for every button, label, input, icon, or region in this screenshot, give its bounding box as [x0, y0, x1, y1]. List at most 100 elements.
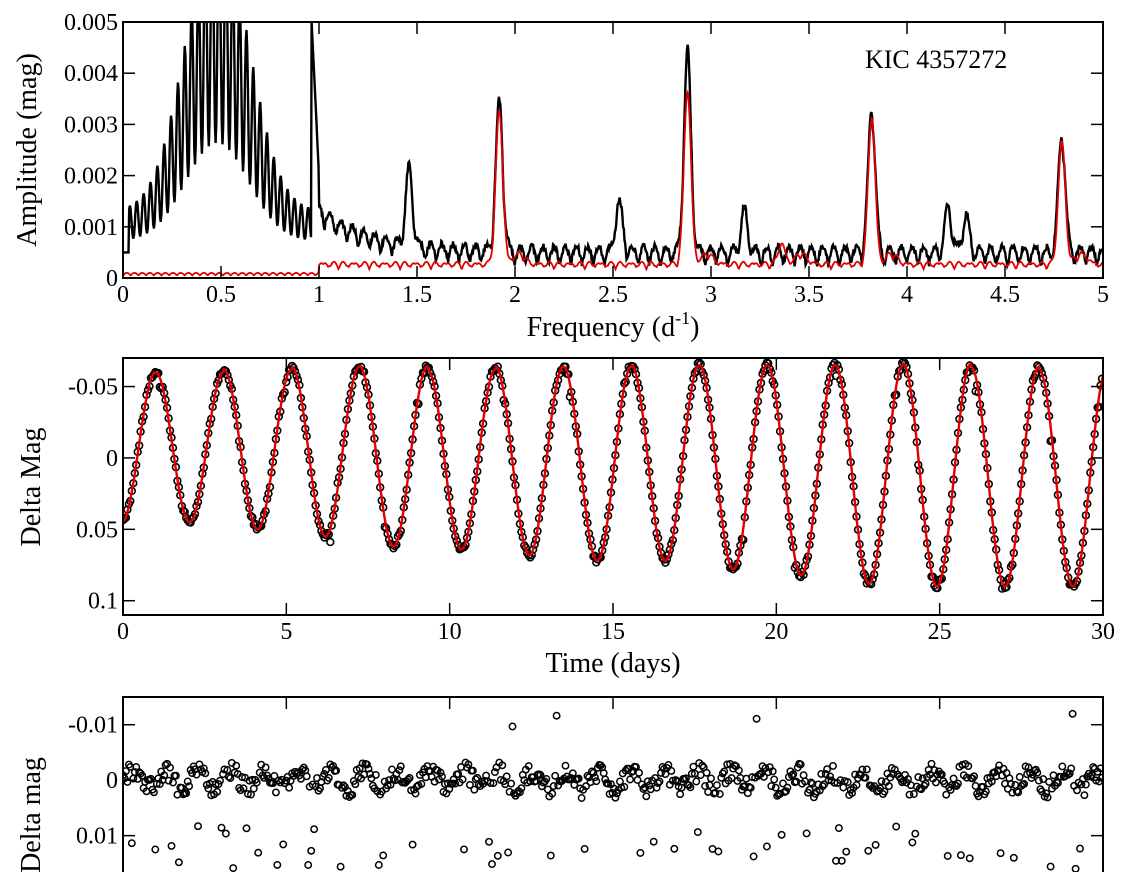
observation-point	[326, 537, 335, 547]
residual-point	[371, 770, 380, 779]
residual-point	[943, 852, 952, 860]
residual-point	[818, 782, 827, 791]
residual-point	[261, 763, 270, 772]
residual-point	[946, 785, 955, 794]
residual-point	[123, 767, 130, 776]
residual-point	[270, 771, 279, 780]
residual-point	[921, 779, 930, 788]
residual-point	[508, 722, 517, 731]
residual-point	[220, 765, 229, 774]
residual-point	[160, 771, 169, 780]
residual-point	[1056, 772, 1065, 781]
y-tick-label: -0.01	[68, 713, 118, 739]
y-tick-label: 0.005	[64, 10, 118, 36]
residual-point	[542, 775, 551, 783]
residual-point	[310, 825, 319, 834]
residual-point	[166, 763, 174, 772]
residual-point	[1043, 793, 1052, 802]
residual-point	[805, 785, 814, 794]
residual-point	[848, 789, 857, 797]
residual-point	[823, 765, 832, 774]
residual-point	[837, 856, 846, 865]
residual-point	[243, 790, 252, 798]
amplitude-spectrum-panel: 0 0.5 1 1.5 2 2.5 3 3.5 4 4.5 5 0 0.001 0.002 0.003 0.0…	[12, 10, 1109, 343]
residual-point	[843, 778, 852, 787]
residual-point	[348, 790, 357, 799]
residual-point	[1087, 771, 1096, 780]
residual-point	[783, 783, 792, 792]
residual-point	[171, 771, 180, 780]
residual-point	[734, 766, 743, 775]
x-tick-label: 4.5	[990, 282, 1020, 308]
residual-point	[842, 847, 851, 856]
residual-point	[693, 828, 702, 837]
residual-point	[892, 822, 901, 831]
residual-point	[552, 711, 561, 720]
residual-point	[927, 759, 936, 768]
residual-point	[536, 771, 545, 779]
residual-point	[635, 768, 643, 777]
x-tick-label: 15	[601, 619, 625, 645]
residual-point	[717, 773, 726, 782]
x-tick-label: 1	[313, 282, 325, 308]
frequency-axis-label: Frequency (d-1)	[527, 308, 700, 343]
residual-point	[720, 767, 729, 776]
residual-point	[909, 790, 918, 798]
residual-point	[386, 780, 395, 789]
residual-point	[877, 777, 886, 786]
residual-point	[746, 783, 755, 792]
residual-point	[643, 777, 652, 786]
residual-point	[405, 773, 414, 782]
residual-point	[884, 782, 893, 791]
time-axis-label: Time (days)	[545, 648, 680, 679]
residual-point	[677, 783, 686, 792]
residual-point	[996, 849, 1005, 858]
residual-point	[561, 761, 570, 770]
residual-point	[454, 770, 463, 779]
residual-point	[138, 771, 147, 780]
residual-point	[490, 768, 499, 777]
residual-point	[458, 775, 467, 784]
residual-point	[701, 782, 710, 791]
x-tick-label: 10	[438, 619, 462, 645]
amplitude-axis-label: Amplitude (mag)	[12, 53, 43, 247]
residual-point	[271, 788, 280, 797]
residual-point	[551, 771, 560, 780]
residual-point	[1009, 853, 1018, 862]
residual-point	[464, 760, 473, 769]
residual-point	[714, 847, 723, 856]
residual-point	[639, 785, 648, 793]
residuals-plot-area	[123, 709, 1103, 872]
residual-point	[686, 783, 695, 792]
residual-point	[642, 792, 651, 801]
residual-point	[302, 772, 311, 781]
residual-point	[336, 862, 345, 871]
residual-point	[649, 837, 658, 846]
residual-point	[1015, 773, 1024, 781]
residual-point	[395, 766, 404, 775]
x-tick-label: 1.5	[402, 282, 432, 308]
residual-point	[351, 780, 360, 789]
y-tick-label: 0.05	[76, 517, 118, 543]
residual-point	[981, 787, 990, 796]
residual-point	[339, 781, 348, 790]
residual-point	[702, 768, 711, 777]
residual-point	[363, 760, 371, 769]
residual-point	[942, 790, 951, 799]
residual-point	[451, 779, 460, 788]
residual-point	[505, 787, 514, 796]
residual-point	[145, 775, 154, 784]
residuals-ticks: -0.01 0 0.01	[68, 697, 1104, 850]
residual-point	[620, 782, 629, 791]
residual-point	[574, 774, 583, 783]
residual-point	[1046, 862, 1055, 871]
y-tick-label: -0.05	[68, 375, 118, 401]
residual-point	[667, 766, 676, 775]
residual-point	[1096, 764, 1103, 773]
residual-point	[956, 851, 965, 860]
residual-point	[279, 840, 288, 849]
frequency-axis-label-sup: -1	[675, 308, 690, 328]
residual-point	[670, 844, 679, 853]
residual-point	[676, 790, 685, 799]
residual-point	[224, 772, 233, 781]
